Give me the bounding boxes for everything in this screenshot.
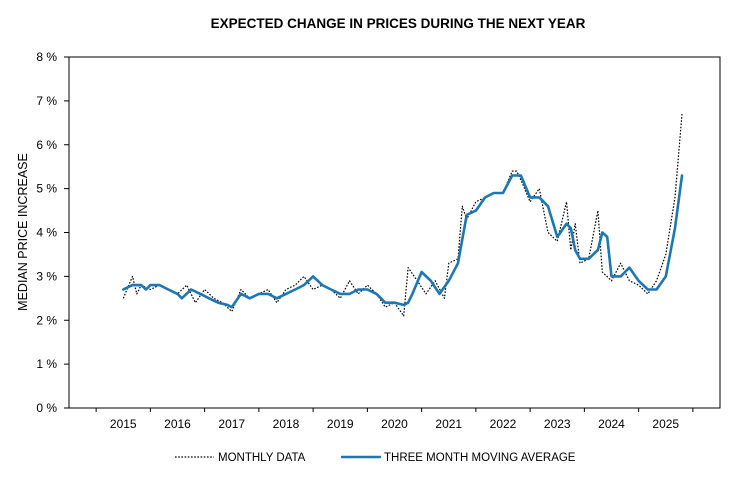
x-tick-label: 2017: [218, 417, 245, 431]
y-axis-ticks: 0 % 1 % 2 % 3 % 4 % 5 % 6 % 7 % 8 %: [36, 50, 69, 415]
chart-title: EXPECTED CHANGE IN PRICES DURING THE NEX…: [211, 16, 586, 31]
x-tick-label: 2021: [435, 417, 462, 431]
y-tick-label: 8 %: [36, 50, 57, 64]
y-tick-label: 2 %: [36, 313, 57, 327]
x-tick-label: 2019: [327, 417, 354, 431]
series-line-moving-average: [122, 174, 684, 309]
y-tick-label: 5 %: [36, 182, 57, 196]
x-tick-label: 2025: [652, 417, 679, 431]
x-tick-label: 2016: [164, 417, 191, 431]
x-tick-label: 2020: [381, 417, 408, 431]
legend-label-moving-average: THREE MONTH MOVING AVERAGE: [384, 452, 576, 464]
x-tick-label: 2023: [544, 417, 571, 431]
x-axis-ticks: 2015 2016 2017 2018 2019 2020 2021 2022 2023 2024…: [95, 408, 694, 431]
y-tick-label: 3 %: [36, 269, 57, 283]
y-tick-label: 0 %: [36, 401, 57, 415]
plot-area: [68, 56, 721, 409]
y-tick-label: 6 %: [36, 138, 57, 152]
x-tick-label: 2024: [598, 417, 625, 431]
series-line-monthly-data: [122, 113, 683, 317]
y-tick-label: 7 %: [36, 94, 57, 108]
x-tick-label: 2015: [110, 417, 137, 431]
x-tick-label: 2022: [490, 417, 517, 431]
x-tick-label: 2018: [273, 417, 300, 431]
y-tick-label: 4 %: [36, 226, 57, 240]
y-axis-label: MEDIAN PRICE INCREASE: [16, 153, 30, 311]
series-layer: [122, 113, 684, 317]
legend: MONTHLY DATA THREE MONTH MOVING AVERAGE: [175, 452, 576, 464]
legend-label-monthly-data: MONTHLY DATA: [218, 452, 306, 464]
y-tick-label: 1 %: [36, 357, 57, 371]
